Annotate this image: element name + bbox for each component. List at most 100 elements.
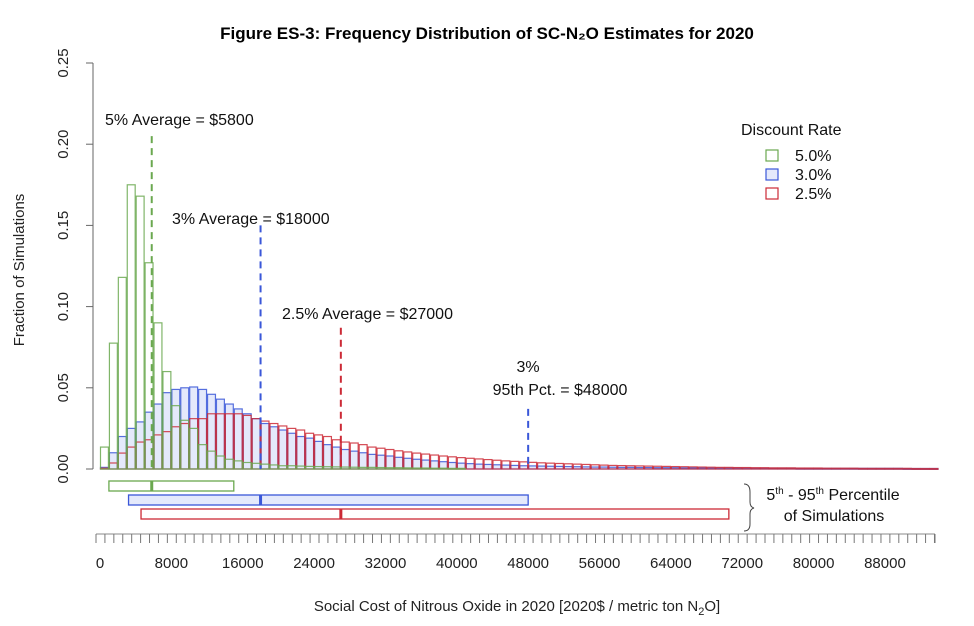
bar-2-5pct (617, 464, 627, 470)
bar-5-0pct (206, 450, 217, 470)
bar-5-0pct (153, 322, 163, 470)
x-tick-label: 0 (96, 555, 104, 572)
bar-2-5pct (599, 464, 609, 470)
bar-2-5pct (768, 467, 779, 470)
bar-3-0pct (483, 463, 493, 470)
bar-3-0pct (233, 408, 243, 470)
x-axis-title: Social Cost of Nitrous Oxide in 2020 [20… (314, 598, 720, 618)
bar-5-0pct (305, 465, 315, 470)
x-tick-label: 24000 (293, 555, 335, 572)
bar-5-0pct (403, 467, 413, 470)
bar-2-5pct (661, 465, 671, 470)
bar-3-0pct (206, 393, 217, 470)
bar-2-5pct (572, 463, 582, 470)
reference-label-4-line2: 95th Pct. = $48000 (493, 382, 628, 399)
bar-2-5pct (795, 467, 805, 470)
y-axis-title: Fraction of Simulations (11, 194, 28, 347)
y-tick-label: 0.10 (55, 292, 72, 321)
bar-2-5pct (528, 461, 538, 470)
y-tick-label: 0.25 (55, 48, 72, 77)
y-tick-label: 0.20 (55, 130, 72, 159)
bar-3-0pct (162, 392, 172, 470)
bar-2-5pct (483, 458, 493, 470)
bar-2-5pct (777, 467, 787, 470)
bar-5-0pct (135, 195, 145, 470)
bar-5-0pct (189, 427, 199, 470)
bar-2-5pct (510, 460, 520, 470)
bar-3-0pct (305, 437, 315, 470)
bar-3-0pct (153, 403, 163, 470)
bar-2-5pct (920, 467, 930, 470)
bar-5-0pct (144, 262, 154, 470)
bar-2-5pct (474, 458, 484, 470)
bar-3-0pct (296, 435, 306, 470)
bar-2-5pct (875, 467, 886, 470)
bar-2-5pct (733, 466, 743, 470)
bar-5-0pct (215, 455, 225, 470)
x-tick-label: 56000 (579, 555, 621, 572)
bar-2-5pct (501, 460, 511, 470)
bar-3-0pct (465, 463, 475, 470)
x-tick-label: 16000 (222, 555, 264, 572)
brace-icon (743, 483, 755, 532)
bar-5-0pct (117, 276, 127, 470)
bar-5-0pct (242, 461, 252, 470)
bar-2-5pct (858, 467, 868, 470)
bar-3-0pct (260, 422, 270, 470)
x-tick-label: 88000 (864, 555, 906, 572)
bar-3-0pct (278, 429, 288, 470)
bar-3-0pct (171, 388, 181, 470)
legend-label-3: 2.5% (795, 186, 831, 203)
reference-label-1: 5% Average = $5800 (105, 112, 254, 129)
bar-2-5pct (536, 462, 547, 470)
legend-swatch-3 (765, 187, 779, 200)
x-tick-label: 48000 (507, 555, 549, 572)
bar-2-5pct (840, 467, 850, 470)
bar-2-5pct (670, 465, 680, 470)
x-tick-label: 80000 (793, 555, 835, 572)
y-tick-label: 0.15 (55, 211, 72, 240)
bar-3-0pct (287, 432, 297, 470)
bar-5-0pct (269, 464, 279, 470)
bar-2-5pct (849, 467, 859, 470)
bar-2-5pct (706, 466, 716, 470)
bar-5-0pct (376, 466, 386, 470)
bar-3-0pct (349, 450, 359, 470)
bar-2-5pct (563, 463, 573, 470)
bar-5-0pct (99, 446, 110, 470)
y-axis: 0.00 0.05 0.10 0.15 0.20 0.25 (55, 48, 94, 484)
bar-5-0pct (233, 460, 243, 470)
percentile-ranges (108, 480, 730, 520)
percentile-range-3 (140, 508, 730, 520)
svg-text:of Simulations: of Simulations (784, 508, 885, 525)
bar-5-0pct (438, 467, 448, 470)
bar-3-0pct (251, 418, 261, 470)
bar-5-0pct (171, 405, 181, 470)
svg-text:5th - 95th Percentile: 5th - 95th Percentile (766, 486, 899, 504)
bar-3-0pct (215, 398, 225, 470)
bar-2-5pct (884, 467, 894, 470)
bar-2-5pct (608, 464, 618, 470)
bar-2-5pct (929, 467, 939, 470)
bar-2-5pct (688, 466, 698, 470)
legend-swatch-1 (765, 149, 779, 162)
bar-5-0pct (394, 467, 404, 470)
x-tick-label: 72000 (721, 555, 763, 572)
bar-5-0pct (447, 467, 457, 470)
bar-2-5pct (626, 465, 636, 470)
bar-2-5pct (911, 467, 921, 470)
bar-2-5pct (715, 466, 725, 470)
bar-5-0pct (296, 465, 306, 470)
bar-5-0pct (358, 466, 368, 470)
bar-5-0pct (340, 466, 350, 470)
bar-2-5pct (893, 467, 903, 470)
bar-2-5pct (697, 466, 707, 470)
reference-label-4-line1: 3% (516, 359, 539, 376)
bar-5-0pct (421, 467, 431, 470)
bar-5-0pct (331, 466, 341, 470)
bar-2-5pct (742, 466, 752, 470)
bar-3-0pct (474, 463, 484, 470)
bar-2-5pct (554, 462, 564, 470)
bar-5-0pct (224, 458, 234, 470)
reference-lines: 5% Average = $5800 3% Average = $18000 2.5… (105, 112, 627, 469)
